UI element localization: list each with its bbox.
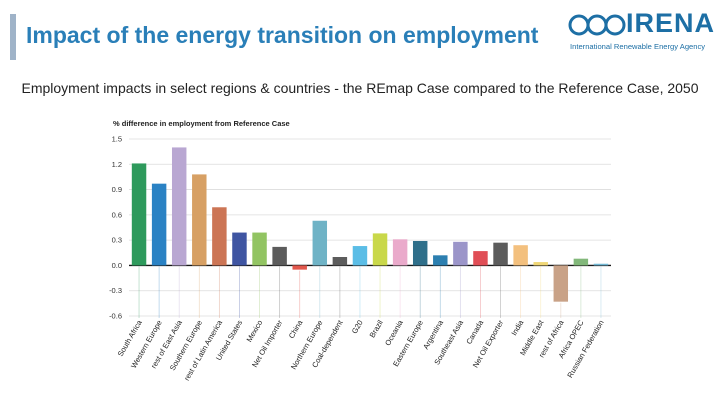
title-accent-bar [10, 14, 16, 60]
logo-wordmark: IRENA [626, 8, 716, 38]
irena-logo: IRENA International Renewable Energy Age… [568, 8, 714, 56]
x-tick-label: Brazil [368, 318, 385, 339]
chart-subtitle: Employment impacts in select regions & c… [21, 80, 699, 96]
bar-western-europe [151, 183, 167, 266]
y-tick-label: -0.6 [109, 312, 122, 321]
x-tick-label: G20 [350, 319, 365, 336]
bar-net-oil-importer [272, 246, 287, 266]
y-axis-label: % difference in employment from Referenc… [113, 119, 290, 128]
bar-northern-europe [312, 220, 328, 266]
bar-russian-federation [593, 263, 609, 266]
y-tick-label: -0.3 [109, 286, 122, 295]
bar-coal-dependent [332, 257, 348, 266]
bar-canada [473, 251, 488, 266]
bar-net-oil-exporter [493, 242, 508, 266]
bars [131, 147, 609, 302]
y-tick-label: 0.6 [112, 210, 122, 219]
bar-united-states [232, 232, 247, 266]
logo-tagline: International Renewable Energy Agency [570, 42, 706, 51]
irena-logo-icon [568, 14, 626, 36]
bar-southern-europe [192, 174, 207, 266]
bar-south-africa [131, 163, 147, 266]
bar-oceania [392, 239, 408, 266]
gridlines [129, 138, 611, 317]
y-tick-label: 0.3 [112, 236, 122, 245]
x-tick-label: China [287, 318, 305, 340]
bar-rest-of-africa [553, 265, 569, 302]
bar-eastern-europe [412, 240, 428, 266]
category-leader-lines [138, 266, 602, 318]
bar-argentina [433, 255, 448, 266]
x-tick-label: India [509, 318, 525, 337]
bar-india [513, 245, 528, 266]
bar-southeast-asia [453, 241, 468, 266]
x-tick-label: Canada [464, 318, 485, 346]
bar-rest-of-latin-america [212, 207, 227, 266]
x-tick-label: Oceania [383, 318, 405, 347]
bar-brazil [372, 233, 388, 266]
bar-rest-of-east-asia [171, 147, 187, 266]
y-tick-label: 0.9 [112, 185, 122, 194]
bar-mexico [252, 232, 267, 266]
bar-china [292, 265, 307, 270]
y-tick-label: 0.0 [112, 261, 122, 270]
x-tick-label: Mexico [245, 319, 265, 344]
slide-title: Impact of the energy transition on emplo… [26, 22, 539, 48]
bar-middle-east [533, 262, 548, 266]
bar-africa-opec [573, 258, 589, 266]
bar-g20 [352, 246, 368, 266]
y-tick-label: 1.5 [112, 135, 122, 144]
y-axis-ticks: 1.5 1.2 0.9 0.6 0.3 0.0 -0.3 -0.6 [109, 135, 122, 321]
y-tick-label: 1.2 [112, 160, 122, 169]
